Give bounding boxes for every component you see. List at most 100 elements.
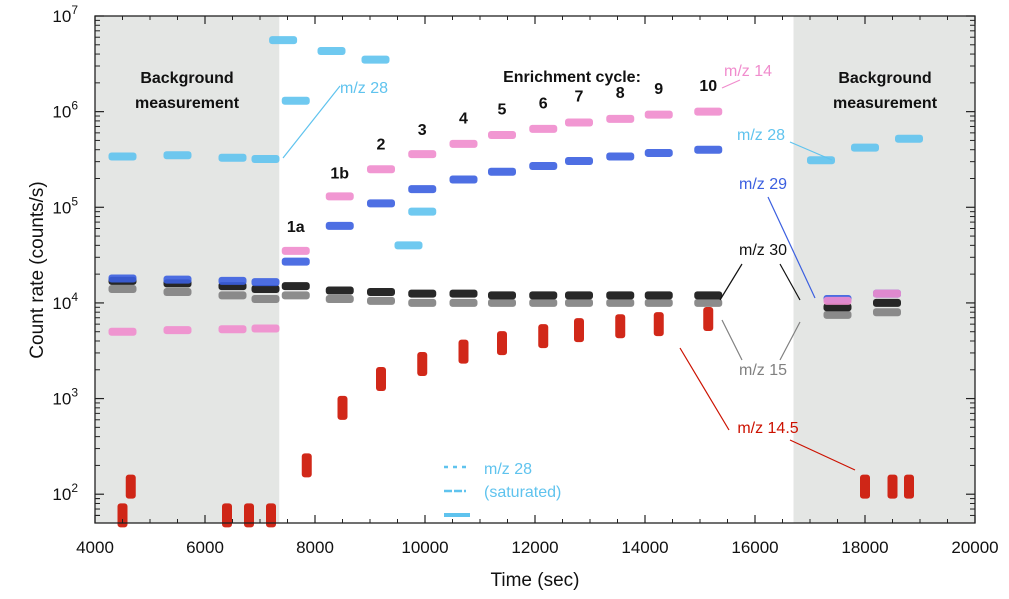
data-point: [222, 503, 232, 528]
cycle-label: 1a: [287, 219, 305, 236]
data-point: [117, 503, 128, 528]
data-point: [244, 503, 254, 528]
data-point: [488, 167, 516, 176]
data-point: [529, 298, 558, 307]
x-axis-title: Time (sec): [490, 570, 579, 591]
data-point: [873, 298, 901, 307]
data-point: [860, 474, 870, 499]
label-mz30: m/z 30: [739, 242, 787, 259]
label-saturated-1: m/z 28: [484, 461, 532, 478]
y-tick-label: 105: [52, 194, 78, 217]
shaded-region-1: [95, 16, 280, 523]
data-point: [851, 143, 879, 152]
y-tick-label: 106: [52, 99, 78, 122]
data-point: [163, 275, 192, 284]
data-point: [823, 303, 852, 312]
data-point: [125, 474, 136, 499]
leader-mz14-5-b: [789, 439, 856, 471]
data-point: [488, 291, 516, 300]
label-mz29: m/z 29: [739, 176, 787, 193]
y-axis-title: Count rate (counts/s): [27, 181, 48, 358]
data-point: [325, 286, 354, 295]
series-layer: [108, 36, 923, 528]
data-point: [394, 241, 423, 250]
data-point: [163, 151, 192, 160]
data-point: [458, 339, 469, 364]
data-point: [653, 312, 664, 337]
data-point: [538, 324, 549, 349]
data-point: [895, 134, 923, 143]
data-point: [266, 503, 276, 528]
data-point: [408, 289, 437, 298]
data-point: [574, 318, 584, 343]
data-point: [281, 246, 310, 255]
data-point: [449, 289, 478, 298]
cycle-label: 8: [616, 85, 625, 102]
data-point: [873, 289, 901, 298]
data-point: [367, 199, 395, 208]
data-point: [325, 221, 354, 230]
data-point: [367, 288, 395, 297]
data-point: [163, 288, 192, 297]
data-point: [361, 55, 390, 64]
data-point: [823, 310, 852, 319]
data-point: [325, 192, 354, 201]
x-tick-label: 16000: [731, 538, 778, 557]
data-point: [251, 278, 280, 287]
series-mz15: [108, 284, 901, 319]
data-point: [218, 276, 247, 285]
y-tick-label: 104: [52, 290, 78, 313]
data-point: [887, 474, 898, 499]
data-point: [108, 327, 137, 336]
label-saturated-2: (saturated): [484, 484, 561, 501]
leader-mz15-b: [779, 321, 801, 361]
data-point: [449, 175, 478, 184]
data-point: [417, 351, 428, 376]
data-point: [108, 152, 137, 161]
data-point: [108, 274, 137, 283]
data-point: [408, 185, 437, 194]
leader-lines: [282, 79, 856, 471]
data-point: [251, 324, 280, 333]
data-point: [615, 314, 626, 339]
cycle-label: 3: [418, 122, 427, 139]
x-tick-label: 12000: [511, 538, 558, 557]
data-point: [218, 325, 247, 334]
data-point: [694, 145, 723, 154]
x-tick-label: 20000: [951, 538, 998, 557]
data-point: [529, 291, 558, 300]
data-point: [325, 294, 354, 303]
data-point: [376, 367, 386, 392]
data-point: [694, 298, 723, 307]
leader-mz29: [767, 196, 816, 299]
saturated-legend-marks: [444, 465, 470, 517]
x-tick-label: 14000: [621, 538, 668, 557]
data-point: [281, 257, 310, 266]
cycle-label: 5: [498, 102, 507, 119]
data-point: [606, 152, 635, 161]
cycle-label: 10: [699, 78, 717, 95]
y-tick-label: 107: [52, 3, 78, 26]
cycle-label: 9: [654, 81, 663, 98]
data-point: [606, 298, 635, 307]
bg-right-label-1: Background: [838, 70, 931, 87]
data-point: [408, 207, 437, 216]
data-point: [281, 96, 310, 105]
data-point: [565, 118, 593, 127]
data-point: [108, 284, 137, 293]
data-point: [163, 326, 192, 335]
data-point: [281, 282, 310, 291]
bg-left-label-1: Background: [140, 70, 233, 87]
data-point: [337, 395, 348, 420]
data-point: [488, 130, 516, 139]
data-point: [301, 453, 312, 478]
data-point: [367, 296, 395, 305]
data-point: [644, 291, 673, 300]
y-tick-label: 103: [52, 386, 78, 409]
leader-mz30-b: [779, 263, 801, 301]
cycle-label: 4: [459, 111, 468, 128]
series-mz28: [108, 36, 923, 250]
data-point: [497, 331, 507, 356]
